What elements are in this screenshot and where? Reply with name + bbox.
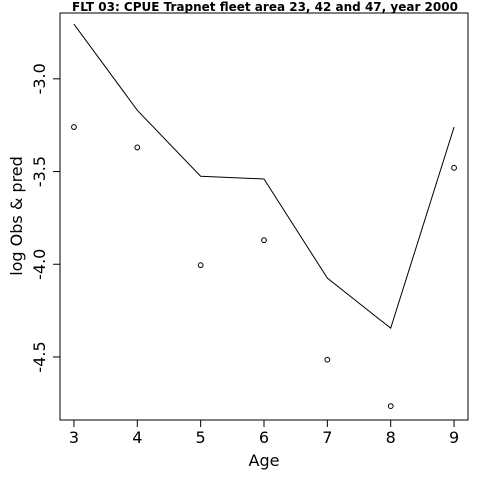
observed-point: [324, 356, 331, 363]
observed-point: [261, 237, 267, 244]
observed-point: [197, 262, 204, 269]
y-axis-label: log Obs & pred: [7, 156, 26, 276]
x-tick-label: 9: [449, 428, 459, 447]
y-tick-label: -4.0: [30, 249, 49, 280]
y-tick-label: -3.0: [30, 63, 49, 94]
x-tick-label: 6: [259, 428, 269, 447]
observed-point: [387, 403, 394, 409]
observed-point: [71, 124, 77, 130]
y-tick-label: -4.5: [30, 341, 49, 372]
x-axis-label: Age: [249, 451, 280, 470]
chart-title: FLT 03: CPUE Trapnet fleet area 23, 42 a…: [72, 0, 458, 14]
x-axis: 3 4 5 6 7 8 9: [69, 419, 459, 447]
series-layer: [71, 23, 457, 409]
x-tick-label: 8: [386, 428, 396, 447]
x-tick-label: 4: [132, 428, 142, 447]
predicted-line: [73, 23, 455, 330]
x-tick-label: 5: [196, 428, 206, 447]
x-tick-label: 7: [322, 428, 332, 447]
observed-point: [134, 144, 141, 151]
y-axis: -3.0 -3.5 -4.0 -4.5: [30, 63, 61, 373]
x-tick-label: 3: [69, 428, 79, 447]
y-tick-label: -3.5: [30, 156, 49, 187]
observed-point: [451, 164, 457, 171]
